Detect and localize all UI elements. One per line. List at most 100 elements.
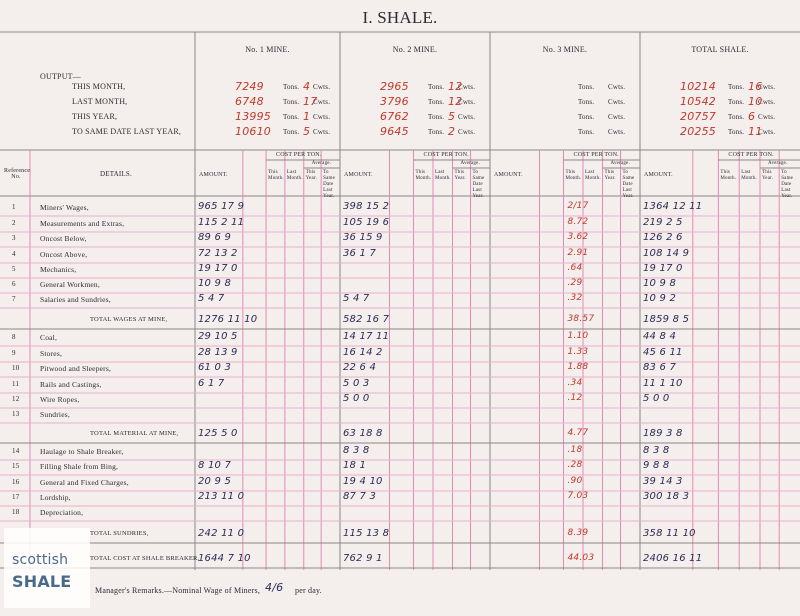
amount-value: 105 19 6 — [343, 217, 390, 228]
reference-no: 14 — [12, 447, 20, 455]
reference-no: 4 — [12, 250, 16, 258]
amount-value: 72 13 2 — [198, 248, 238, 259]
average-header: Average. — [460, 161, 480, 166]
amount-value: 398 15 2 — [343, 201, 390, 212]
amount-value: 87 7 3 — [343, 491, 377, 502]
amount-value: 8 10 7 — [198, 460, 232, 471]
cwts-value: 6 — [748, 110, 756, 123]
cost-subheader: This Year. — [454, 170, 466, 181]
reference-no: 9 — [12, 349, 16, 357]
cost-value: .34 — [567, 378, 583, 388]
amount-value: 6 1 7 — [198, 378, 225, 389]
cwts-unit: Cwts. — [458, 113, 476, 121]
reference-no: 15 — [12, 462, 20, 470]
reference-no: 13 — [12, 410, 20, 418]
cwts-value: 16 — [748, 80, 763, 93]
average-header: Average. — [768, 161, 788, 166]
cost-subheader: This Year. — [762, 170, 774, 181]
row-label: TOTAL WAGES AT MINE, — [90, 316, 168, 323]
amount-value: 20 9 5 — [198, 476, 232, 487]
row-label: Measurements and Extras, — [40, 219, 125, 228]
reference-no: 2 — [12, 219, 16, 227]
cost-subheader: This Month. — [720, 170, 737, 181]
tons-unit: Tons. — [428, 128, 445, 136]
tons-value: 10610 — [235, 125, 271, 138]
cost-subheader: To Same Date Last Year. — [472, 170, 485, 199]
remarks-label: Manager's Remarks.—Nominal Wage of Miner… — [95, 586, 261, 595]
row-label: Wire Ropes, — [40, 395, 80, 404]
amount-header: AMOUNT. — [644, 172, 673, 178]
amount-value: 19 17 0 — [198, 263, 238, 274]
amount-value: 213 11 0 — [198, 491, 245, 502]
cwts-value: 10 — [748, 95, 763, 108]
cwts-value: 2 — [448, 125, 456, 138]
amount-value: 22 6 4 — [343, 362, 377, 373]
cost-value: 2/17 — [567, 201, 589, 211]
reference-no: 8 — [12, 333, 16, 341]
cwts-value: 12 — [448, 95, 463, 108]
amount-value: 1364 12 11 — [643, 201, 703, 212]
amount-value: 16 14 2 — [343, 347, 383, 358]
tons-unit: Tons. — [578, 98, 595, 106]
cwts-unit: Cwts. — [608, 98, 626, 106]
cost-subheader: This Year. — [305, 170, 317, 181]
row-label: Oncost Above, — [40, 250, 88, 259]
tons-unit: Tons. — [283, 83, 300, 91]
reference-no: 16 — [12, 478, 20, 486]
tons-value: 3796 — [380, 95, 409, 108]
amount-value: 115 2 11 — [198, 217, 245, 228]
cwts-unit: Cwts. — [313, 98, 331, 106]
cost-value: 38.57 — [567, 314, 595, 324]
logo-text-2: SHALE — [12, 572, 72, 591]
cost-value: .90 — [567, 476, 583, 486]
cost-value: 8.72 — [567, 217, 589, 227]
reference-no: 7 — [12, 295, 16, 303]
cost-subheader: Last Month. — [585, 170, 601, 181]
row-label: Mechanics, — [40, 265, 77, 274]
remarks-value: 4/6 — [265, 581, 284, 594]
row-label: Pitwood and Sleepers, — [40, 364, 112, 373]
amount-value: 2406 16 11 — [643, 553, 703, 564]
reference-no: 17 — [12, 493, 20, 501]
amount-value: 14 17 11 — [343, 331, 390, 342]
cwts-unit: Cwts. — [458, 128, 476, 136]
row-label: Coal, — [40, 333, 58, 342]
tons-unit: Tons. — [728, 98, 745, 106]
cost-value: 2.91 — [567, 248, 589, 258]
amount-value: 8 3 8 — [343, 445, 370, 456]
row-label: TOTAL COST AT SHALE BREAKER, — [90, 555, 200, 562]
logo: scottish SHALE — [4, 528, 90, 608]
mine-header: No. 3 MINE. — [542, 45, 588, 54]
row-label: Stores, — [40, 349, 63, 358]
cwts-value: 4 — [303, 80, 311, 93]
tons-value: 20255 — [680, 125, 716, 138]
tons-unit: Tons. — [428, 83, 445, 91]
row-label: Salaries and Sundries, — [40, 295, 111, 304]
tons-unit: Tons. — [283, 128, 300, 136]
amount-header: AMOUNT. — [344, 172, 373, 178]
cost-subheader: This Year. — [604, 170, 616, 181]
amount-value: 19 17 0 — [643, 263, 683, 274]
tons-unit: Tons. — [283, 98, 300, 106]
amount-value: 300 18 3 — [643, 491, 690, 502]
cost-value: 1.33 — [567, 347, 589, 357]
cost-value: .64 — [567, 263, 583, 273]
output-row-label: TO SAME DATE LAST YEAR, — [72, 127, 182, 136]
tons-unit: Tons. — [283, 113, 300, 121]
cwts-unit: Cwts. — [608, 113, 626, 121]
amount-value: 5 0 0 — [343, 393, 370, 404]
amount-value: 39 14 3 — [643, 476, 683, 487]
cwts-value: 11 — [748, 125, 763, 138]
cwts-unit: Cwts. — [313, 128, 331, 136]
row-label: Sundries, — [40, 410, 70, 419]
row-label: Oncost Below, — [40, 234, 87, 243]
cost-value: .12 — [567, 393, 583, 403]
output-row-label: THIS YEAR, — [72, 112, 118, 121]
amount-value: 965 17 9 — [198, 201, 245, 212]
amount-value: 1644 7 10 — [198, 553, 251, 564]
cwts-unit: Cwts. — [458, 83, 476, 91]
amount-value: 5 4 7 — [343, 293, 370, 304]
cost-value: 1.10 — [567, 331, 589, 341]
cwts-unit: Cwts. — [458, 98, 476, 106]
